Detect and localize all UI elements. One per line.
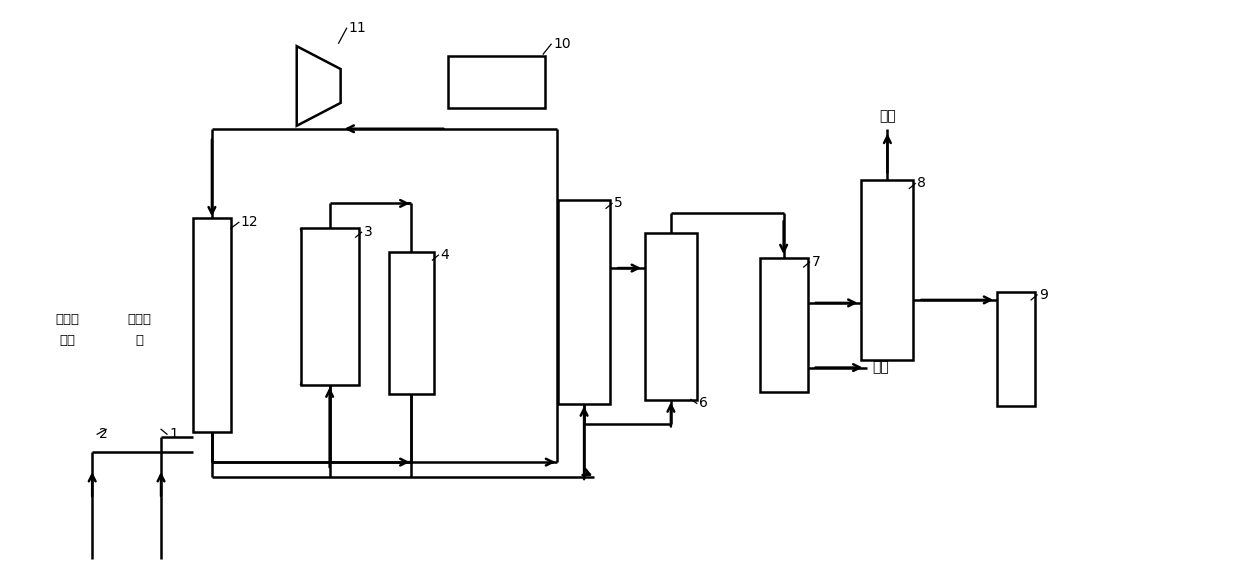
Polygon shape [296,46,341,126]
Text: 8: 8 [918,176,926,191]
Text: 单质硫
蒸汽: 单质硫 蒸汽 [56,313,79,347]
Bar [193,218,231,432]
Text: 釜液: 釜液 [873,361,889,374]
Bar [388,252,434,395]
Text: 2: 2 [99,427,108,441]
Text: 7: 7 [811,255,821,269]
Text: 一氧化
碳: 一氧化 碳 [126,313,151,347]
Bar [997,292,1035,406]
Bar [449,56,546,108]
Text: 排放: 排放 [879,109,895,123]
Text: 6: 6 [699,396,708,410]
Text: 5: 5 [614,196,622,210]
Bar [760,258,807,392]
Bar [645,233,697,400]
Text: 1: 1 [169,427,177,441]
Text: 12: 12 [241,215,258,229]
Text: 10: 10 [553,37,570,51]
Bar [558,201,610,405]
Bar [301,228,358,386]
Text: 4: 4 [440,248,449,262]
Text: 3: 3 [363,225,372,239]
Text: 9: 9 [1039,288,1048,302]
Bar [862,180,914,360]
Text: 11: 11 [348,21,366,35]
